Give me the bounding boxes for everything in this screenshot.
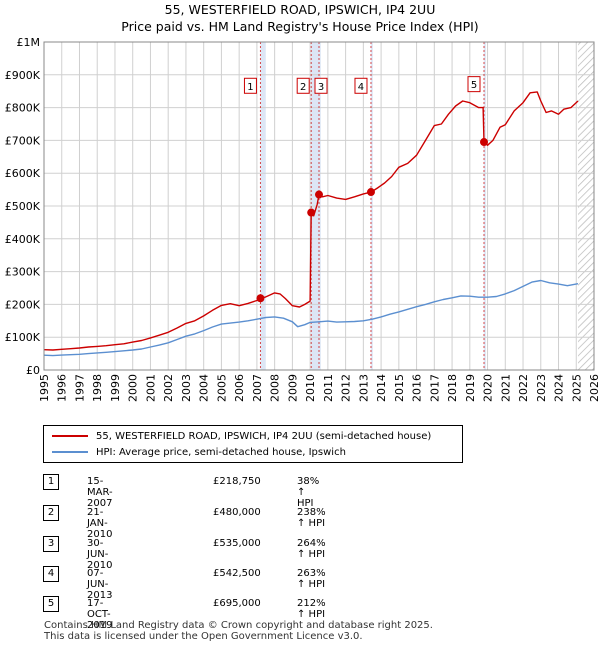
transaction-date: 17-OCT-2019 bbox=[87, 598, 113, 631]
footer-licence: This data is licensed under the Open Gov… bbox=[44, 631, 363, 642]
x-tick-label: 1999 bbox=[109, 374, 122, 402]
transaction-number: 2 bbox=[43, 505, 59, 521]
x-tick-label: 2006 bbox=[233, 374, 246, 402]
x-tick-label: 2008 bbox=[269, 374, 282, 402]
transaction-price: £218,750 bbox=[213, 476, 261, 487]
x-tick-label: 1997 bbox=[73, 374, 86, 402]
x-tick-label: 2000 bbox=[127, 374, 140, 402]
sale-marker-label: 2 bbox=[300, 82, 306, 93]
y-tick-label: £0 bbox=[26, 364, 40, 377]
x-tick-label: 2010 bbox=[304, 374, 317, 402]
transaction-date: 30-JUN-2010 bbox=[87, 538, 113, 571]
transaction-hpi: 212% ↑ HPI bbox=[297, 598, 326, 620]
legend-item-hpi: HPI: Average price, semi-detached house,… bbox=[52, 444, 346, 460]
sale-marker-label: 3 bbox=[318, 82, 324, 93]
transaction-hpi: 38% ↑ HPI bbox=[297, 476, 320, 509]
transaction-number: 1 bbox=[43, 474, 59, 490]
x-tick-label: 2022 bbox=[517, 374, 530, 402]
sale-marker-box bbox=[243, 77, 257, 94]
sale-marker-label: 5 bbox=[471, 80, 477, 91]
x-tick-label: 2019 bbox=[464, 374, 477, 402]
x-tick-label: 2005 bbox=[215, 374, 228, 402]
transaction-price: £542,500 bbox=[213, 568, 261, 579]
transaction-price: £695,000 bbox=[213, 598, 261, 609]
sale-marker-box bbox=[296, 77, 310, 94]
transaction-hpi: 264% ↑ HPI bbox=[297, 538, 326, 560]
x-tick-label: 2001 bbox=[144, 374, 157, 402]
x-tick-label: 2024 bbox=[553, 374, 566, 402]
y-tick-label: £600K bbox=[5, 167, 41, 180]
x-tick-label: 2014 bbox=[375, 374, 388, 402]
x-tick-label: 2004 bbox=[198, 374, 211, 402]
y-tick-label: £100K bbox=[5, 331, 41, 344]
sale-point bbox=[315, 190, 323, 199]
x-tick-label: 2003 bbox=[180, 374, 193, 402]
transaction-number: 3 bbox=[43, 536, 59, 552]
hpi-series-line bbox=[43, 279, 579, 357]
legend-label-hpi: HPI: Average price, semi-detached house,… bbox=[96, 446, 346, 458]
sale-point bbox=[307, 208, 316, 217]
y-tick-label: £800K bbox=[5, 102, 41, 115]
x-tick-label: 2016 bbox=[411, 374, 424, 402]
x-tick-label: 2017 bbox=[428, 374, 441, 402]
x-tick-label: 2021 bbox=[499, 374, 512, 402]
x-tick-label: 2002 bbox=[162, 374, 175, 402]
x-tick-label: 2026 bbox=[588, 374, 600, 402]
footer-copyright: Contains HM Land Registry data © Crown c… bbox=[44, 620, 433, 631]
x-tick-label: 2011 bbox=[322, 374, 335, 402]
chart-title: 55, WESTERFIELD ROAD, IPSWICH, IP4 2UU bbox=[164, 2, 436, 17]
legend-swatch-hpi bbox=[52, 451, 88, 453]
chart-subtitle: Price paid vs. HM Land Registry's House … bbox=[121, 19, 479, 34]
transaction-number: 5 bbox=[43, 596, 59, 612]
x-tick-label: 2013 bbox=[357, 374, 370, 402]
sale-marker-box bbox=[314, 77, 328, 94]
legend-item-property: 55, WESTERFIELD ROAD, IPSWICH, IP4 2UU (… bbox=[52, 428, 431, 444]
x-tick-label: 1995 bbox=[38, 374, 51, 402]
x-tick-label: 2007 bbox=[251, 374, 264, 402]
x-tick-label: 2012 bbox=[340, 374, 353, 402]
transaction-hpi: 238% ↑ HPI bbox=[297, 507, 326, 529]
transaction-number: 4 bbox=[43, 566, 59, 582]
sale-marker-box bbox=[354, 77, 368, 94]
y-tick-label: £500K bbox=[5, 200, 41, 213]
price-chart: 1 2 3 4 5 £0 £100K £200K £300K £400K £500K £600K £70… bbox=[5, 36, 600, 402]
y-tick-label: £1M bbox=[17, 36, 41, 49]
transaction-date: 15-MAR-2007 bbox=[87, 476, 113, 509]
y-tick-label: £300K bbox=[5, 266, 41, 279]
transaction-price: £480,000 bbox=[213, 507, 261, 518]
transaction-price: £535,000 bbox=[213, 538, 261, 549]
legend-label-property: 55, WESTERFIELD ROAD, IPSWICH, IP4 2UU (… bbox=[96, 430, 432, 442]
y-tick-label: £200K bbox=[5, 298, 41, 311]
sale-point bbox=[480, 138, 488, 147]
sale-point bbox=[256, 294, 265, 303]
y-tick-label: £400K bbox=[5, 233, 41, 246]
x-tick-label: 2009 bbox=[286, 374, 299, 402]
transaction-hpi: 263% ↑ HPI bbox=[297, 568, 326, 590]
sale-marker-label: 1 bbox=[247, 82, 253, 93]
plot-border bbox=[43, 41, 595, 371]
x-tick-label: 1998 bbox=[91, 374, 104, 402]
transaction-date: 21-JAN-2010 bbox=[87, 507, 113, 540]
y-tick-label: £700K bbox=[5, 134, 41, 147]
x-tick-label: 2018 bbox=[446, 374, 459, 402]
sale-marker-label: 4 bbox=[358, 82, 364, 93]
x-tick-label: 2020 bbox=[482, 374, 495, 402]
chart-legend: 55, WESTERFIELD ROAD, IPSWICH, IP4 2UU (… bbox=[43, 425, 463, 463]
y-tick-label: £900K bbox=[5, 69, 41, 82]
sale-point bbox=[366, 188, 375, 197]
x-tick-label: 1996 bbox=[56, 374, 69, 402]
x-tick-label: 2015 bbox=[393, 374, 406, 402]
legend-swatch-property bbox=[52, 435, 88, 437]
sale-marker-box bbox=[467, 76, 481, 93]
x-tick-label: 2025 bbox=[570, 374, 583, 402]
x-tick-label: 2023 bbox=[535, 374, 548, 402]
transaction-date: 07-JUN-2013 bbox=[87, 568, 113, 601]
